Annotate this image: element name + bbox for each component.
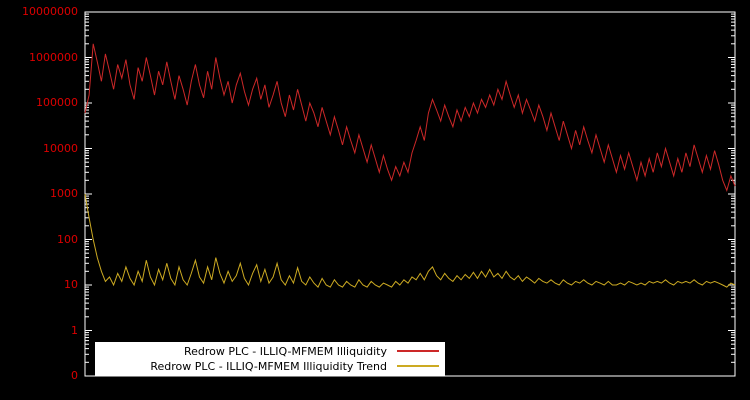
illiquidity-line	[84, 43, 736, 192]
legend: Redrow PLC - ILLIQ-MFMEM Illiquidity Red…	[95, 342, 445, 376]
y-tick-label: 1000000	[29, 50, 78, 64]
legend-item-trend: Redrow PLC - ILLIQ-MFMEM Illiquidity Tre…	[101, 359, 439, 373]
axis-border	[84, 11, 736, 377]
y-tick-label: 10000	[43, 141, 78, 155]
y-tick-label: 100	[57, 232, 78, 246]
legend-label-trend: Redrow PLC - ILLIQ-MFMEM Illiquidity Tre…	[150, 359, 387, 373]
y-tick-label: 10000000	[22, 5, 78, 18]
y-tick-label: 100000	[36, 96, 78, 109]
y-tick-label: 1000	[50, 187, 78, 200]
legend-line-sample-red	[397, 350, 439, 352]
y-tick-label: 10	[64, 278, 78, 291]
legend-item-illiquidity: Redrow PLC - ILLIQ-MFMEM Illiquidity	[101, 344, 439, 358]
legend-label-illiquidity: Redrow PLC - ILLIQ-MFMEM Illiquidity	[183, 344, 387, 358]
y-tick-label: 0	[71, 369, 78, 382]
illiquidity-trend-line	[84, 193, 736, 288]
legend-line-sample-yellow	[397, 365, 439, 367]
y-tick-label: 1	[71, 323, 78, 337]
